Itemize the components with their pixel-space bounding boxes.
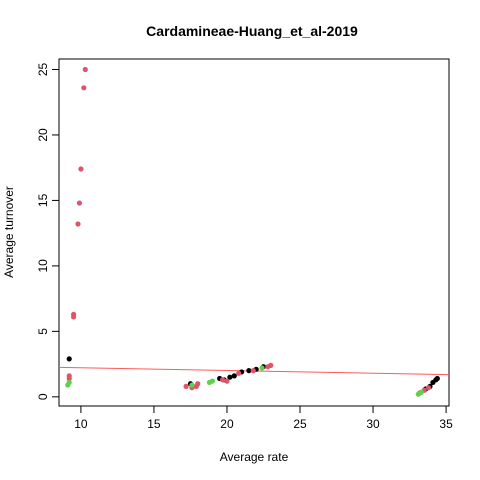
data-point-red — [66, 375, 72, 382]
data-point-red — [81, 85, 87, 91]
data-point-red — [76, 200, 83, 206]
scatter-points — [65, 66, 440, 397]
data-point-green — [259, 365, 265, 371]
data-point-green — [66, 379, 72, 386]
data-point-red — [268, 362, 274, 369]
plot-frame — [58, 58, 450, 407]
data-point-red — [78, 166, 84, 172]
data-point-red — [195, 381, 201, 387]
data-point-black — [434, 375, 440, 382]
data-point-red — [236, 370, 242, 376]
y-tick-label: 10 — [36, 259, 50, 273]
data-point-red — [224, 378, 230, 384]
data-point-black — [227, 374, 233, 380]
x-axis: 10 15 20 25 30 35 — [74, 406, 453, 431]
data-point-red — [183, 383, 189, 389]
x-tick-label: 10 — [74, 417, 88, 431]
y-axis-label: Average turnover — [2, 186, 16, 278]
data-point-black — [246, 368, 252, 374]
x-tick-label: 35 — [439, 417, 453, 431]
data-point-red — [75, 221, 81, 227]
y-tick-label: 5 — [36, 328, 50, 335]
y-axis: 0 5 10 15 20 25 — [36, 62, 59, 400]
data-point-red — [71, 314, 77, 320]
y-tick-label: 25 — [36, 62, 50, 76]
y-tick-label: 0 — [36, 393, 50, 400]
data-point-black — [66, 356, 72, 362]
x-axis-label: Average rate — [220, 450, 289, 464]
data-point-black — [231, 373, 237, 379]
y-tick-label: 15 — [36, 193, 50, 207]
x-tick-label: 20 — [220, 417, 234, 431]
x-tick-label: 30 — [366, 417, 380, 431]
x-tick-label: 25 — [293, 417, 307, 431]
chart-title: Cardamineae-Huang_et_al-2019 — [146, 23, 358, 39]
y-tick-label: 20 — [36, 128, 50, 142]
data-point-green — [189, 382, 195, 388]
data-point-red — [82, 66, 88, 73]
data-point-red — [250, 368, 256, 374]
data-point-green — [418, 389, 424, 395]
data-point-red — [219, 377, 226, 383]
data-point-red — [425, 385, 432, 391]
x-tick-label: 15 — [147, 417, 161, 431]
data-point-green — [209, 378, 215, 384]
